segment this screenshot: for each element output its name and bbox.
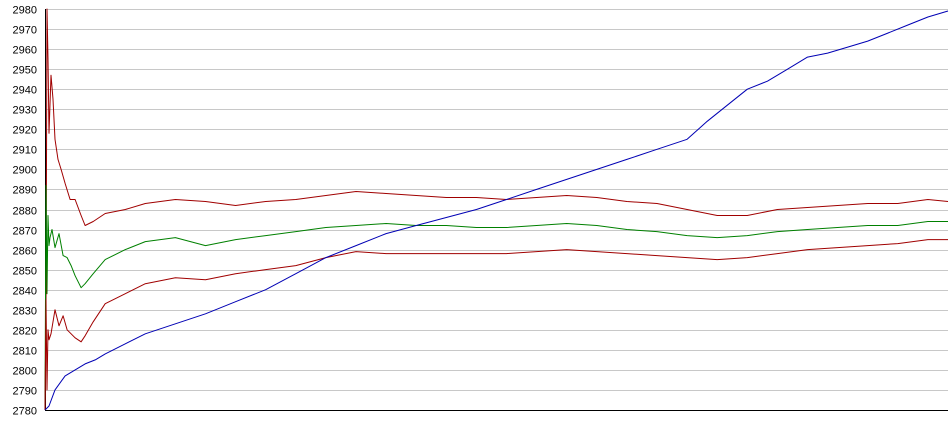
y-tick-label: 2940 bbox=[13, 85, 37, 97]
y-tick-label: 2790 bbox=[13, 386, 37, 398]
y-tick-label: 2800 bbox=[13, 366, 37, 378]
y-tick-label: 2820 bbox=[13, 326, 37, 338]
series-line-band-1 bbox=[44, 8, 949, 411]
y-tick-label: 2910 bbox=[13, 145, 37, 157]
y-tick-labels: 2780 2790 2800 2810 2820 2830 2840 2850 2860 2870… bbox=[13, 5, 37, 418]
series-lines bbox=[44, 8, 949, 411]
y-tick-label: 2850 bbox=[13, 266, 37, 278]
y-tick-label: 2970 bbox=[13, 25, 37, 37]
y-tick-label: 2840 bbox=[13, 286, 37, 298]
y-tick-label: 2870 bbox=[13, 226, 37, 238]
y-tick-label: 2980 bbox=[13, 5, 37, 17]
y-tick-label: 2780 bbox=[13, 406, 37, 418]
y-tick-label: 2950 bbox=[13, 65, 37, 77]
y-tick-label: 2880 bbox=[13, 206, 37, 218]
y-tick-label: 2810 bbox=[13, 346, 37, 358]
y-tick-label: 2920 bbox=[13, 125, 37, 137]
series-line-band-3 bbox=[44, 239, 948, 411]
series-line-mean-2 bbox=[44, 184, 948, 411]
grid-lines bbox=[45, 9, 948, 411]
y-tick-label: 2900 bbox=[13, 165, 37, 177]
y-tick-label: 2960 bbox=[13, 45, 37, 57]
y-tick-label: 2930 bbox=[13, 105, 37, 117]
y-tick-label: 2830 bbox=[13, 306, 37, 318]
series-line-trend-4 bbox=[44, 10, 949, 411]
y-tick-label: 2860 bbox=[13, 246, 37, 258]
y-tick-label: 2890 bbox=[13, 185, 37, 197]
